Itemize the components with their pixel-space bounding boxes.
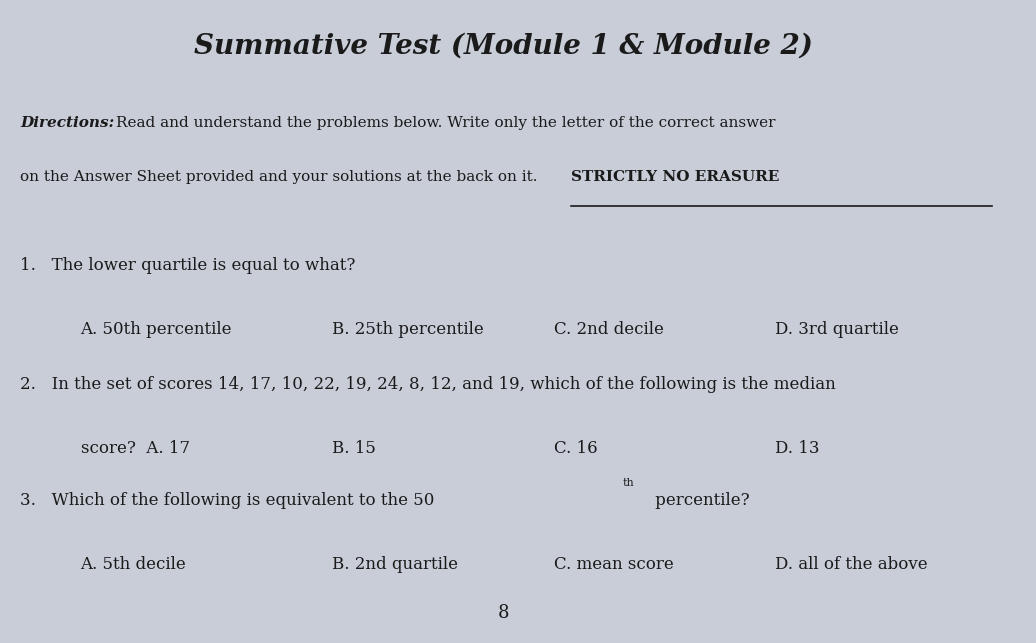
Text: th: th: [623, 478, 634, 488]
Text: D. 3rd quartile: D. 3rd quartile: [776, 322, 899, 338]
Text: B. 25th percentile: B. 25th percentile: [333, 322, 484, 338]
Text: D. 13: D. 13: [776, 440, 819, 457]
Text: Directions:: Directions:: [20, 116, 114, 130]
Text: 1.   The lower quartile is equal to what?: 1. The lower quartile is equal to what?: [20, 257, 355, 274]
Text: C. 2nd decile: C. 2nd decile: [554, 322, 664, 338]
Text: D. all of the above: D. all of the above: [776, 556, 928, 573]
Text: A. 50th percentile: A. 50th percentile: [81, 322, 232, 338]
Text: 8: 8: [497, 604, 510, 622]
Text: on the Answer Sheet provided and your solutions at the back on it.: on the Answer Sheet provided and your so…: [20, 170, 543, 185]
Text: B. 2nd quartile: B. 2nd quartile: [333, 556, 458, 573]
Text: STRICTLY NO ERASURE: STRICTLY NO ERASURE: [571, 170, 779, 185]
Text: C. mean score: C. mean score: [554, 556, 673, 573]
Text: Read and understand the problems below. Write only the letter of the correct ans: Read and understand the problems below. …: [116, 116, 775, 130]
Text: A. 5th decile: A. 5th decile: [81, 556, 186, 573]
Text: B. 15: B. 15: [333, 440, 376, 457]
Text: 2.   In the set of scores 14, 17, 10, 22, 19, 24, 8, 12, and 19, which of the fo: 2. In the set of scores 14, 17, 10, 22, …: [20, 376, 836, 393]
Text: 3.   Which of the following is equivalent to the 50: 3. Which of the following is equivalent …: [20, 492, 434, 509]
Text: score?  A. 17: score? A. 17: [81, 440, 190, 457]
Text: percentile?: percentile?: [650, 492, 749, 509]
Text: Summative Test (Module 1 & Module 2): Summative Test (Module 1 & Module 2): [194, 32, 813, 59]
Text: C. 16: C. 16: [554, 440, 598, 457]
